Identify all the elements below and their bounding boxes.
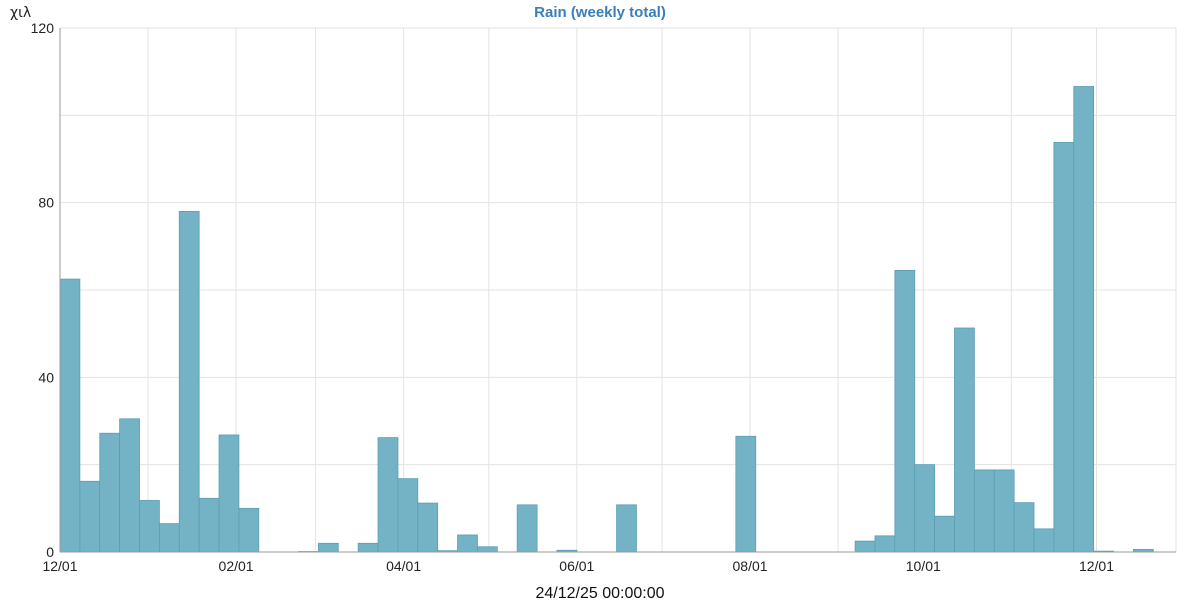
rain-bar bbox=[874, 535, 896, 553]
rain-bar bbox=[119, 418, 140, 553]
axis-layer: 0 40 80 120 12/01 02/01 04/01 06/01 08/01 10/01 12… bbox=[31, 20, 1176, 574]
y-tick-label: 80 bbox=[38, 195, 54, 211]
y-tick-label: 120 bbox=[31, 20, 55, 36]
y-tick-label: 40 bbox=[38, 369, 54, 385]
rain-bar bbox=[318, 542, 339, 553]
rain-bar bbox=[178, 210, 200, 553]
grid-layer bbox=[59, 27, 1177, 552]
rain-bar bbox=[457, 534, 478, 553]
rain-bar bbox=[1033, 528, 1055, 553]
x-tick-label: 04/01 bbox=[386, 558, 421, 574]
rain-bar bbox=[218, 434, 240, 553]
rain-bar bbox=[397, 478, 419, 553]
rain-bar bbox=[377, 437, 399, 553]
x-tick-label: 08/01 bbox=[733, 558, 768, 574]
rain-bar bbox=[914, 464, 936, 553]
rain-bar bbox=[735, 435, 757, 553]
rain-bar bbox=[1073, 86, 1095, 553]
x-tick-label: 02/01 bbox=[219, 558, 254, 574]
rain-bar bbox=[993, 469, 1015, 553]
rain-bar bbox=[973, 469, 995, 553]
x-tick-label: 12/01 bbox=[1079, 558, 1114, 574]
y-tick-label: 0 bbox=[46, 544, 54, 560]
timestamp-label: 24/12/25 00:00:00 bbox=[535, 585, 664, 600]
rain-bar bbox=[477, 546, 498, 553]
rain-bar bbox=[79, 480, 101, 553]
rain-bar bbox=[139, 500, 160, 553]
rain-bar bbox=[198, 497, 220, 553]
x-tick-label: 10/01 bbox=[906, 558, 941, 574]
rain-bar bbox=[59, 278, 81, 553]
rain-bar bbox=[934, 515, 955, 553]
rain-bar bbox=[954, 327, 975, 553]
rain-bar bbox=[1013, 502, 1035, 553]
rain-bar bbox=[99, 432, 121, 553]
rain-bar bbox=[1053, 142, 1075, 553]
x-tick-label: 06/01 bbox=[559, 558, 594, 574]
rain-bar bbox=[238, 507, 260, 553]
x-tick-label: 12/01 bbox=[42, 558, 77, 574]
rain-bar bbox=[158, 523, 180, 553]
rain-bar bbox=[417, 502, 439, 553]
chart-title: Rain (weekly total) bbox=[534, 4, 666, 21]
rain-bar bbox=[854, 540, 876, 553]
bars-layer bbox=[59, 86, 1154, 553]
rain-bar bbox=[894, 269, 916, 553]
rain-bar bbox=[616, 504, 637, 553]
rain-bar bbox=[357, 542, 379, 553]
rain-bar bbox=[516, 504, 538, 553]
unit-label: χιλ bbox=[10, 5, 31, 21]
